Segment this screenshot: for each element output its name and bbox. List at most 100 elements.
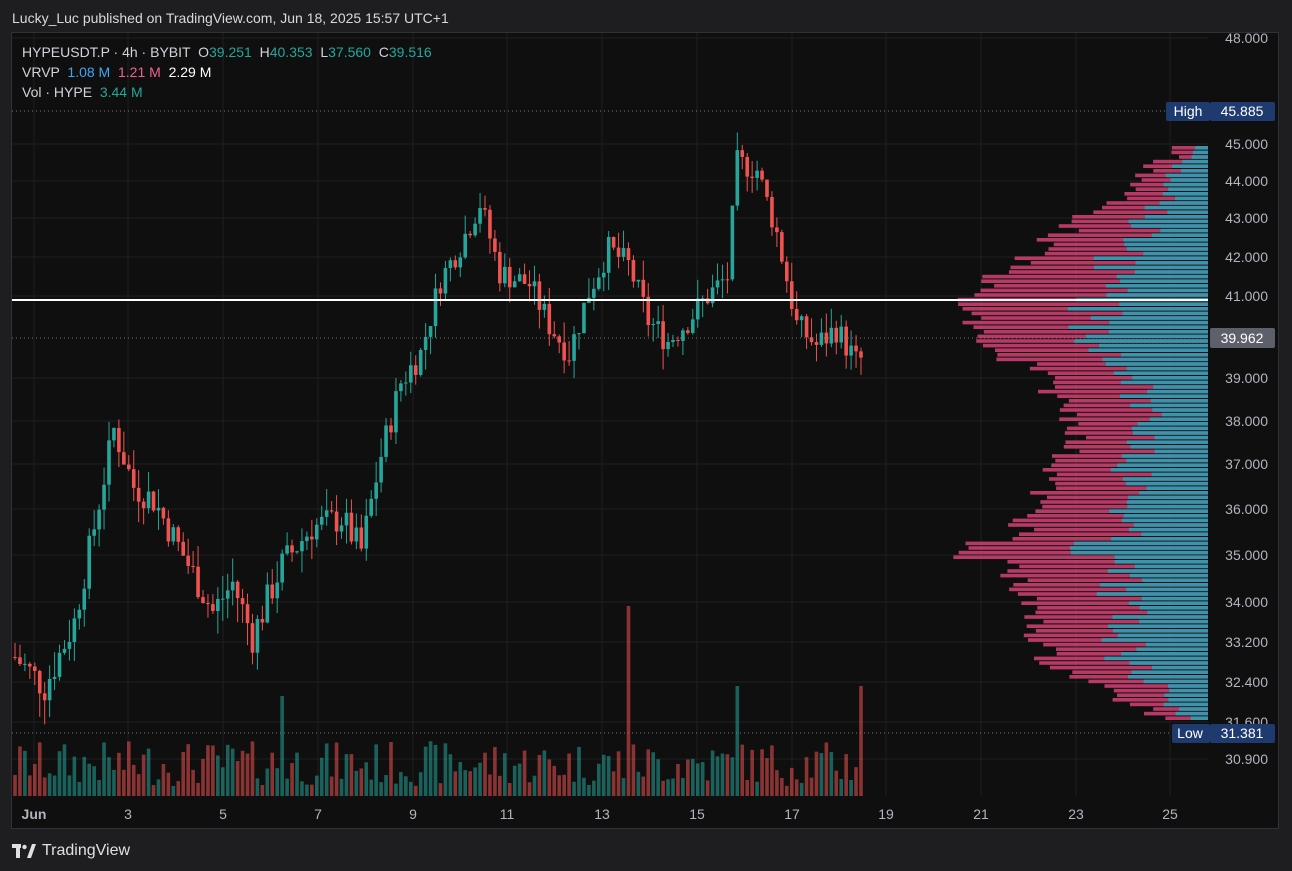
volume-bar bbox=[844, 754, 848, 796]
volume-bar bbox=[789, 767, 794, 796]
volume-bar bbox=[651, 752, 656, 796]
vp-row-up bbox=[1159, 201, 1208, 205]
volume-bar bbox=[601, 754, 606, 796]
candle-body bbox=[577, 333, 581, 335]
vp-row-up bbox=[1108, 330, 1208, 334]
candle-body bbox=[339, 525, 344, 532]
vp-row-up bbox=[1094, 265, 1208, 270]
volume-bar bbox=[166, 772, 171, 796]
candle-body bbox=[671, 339, 675, 342]
volume-bar bbox=[527, 782, 532, 796]
vp-row-up bbox=[1111, 537, 1208, 541]
volume-bar bbox=[225, 744, 230, 796]
footer-brand[interactable]: TradingView bbox=[12, 840, 130, 862]
volume-bar bbox=[537, 754, 542, 796]
volume-bar bbox=[522, 750, 527, 796]
candle-body bbox=[389, 425, 393, 433]
candle-body bbox=[557, 336, 562, 343]
price-chart[interactable]: 48.000 45.000 44.000 43.000 42.000 41.000 39.0… bbox=[12, 33, 1278, 828]
vp-row-down bbox=[1077, 412, 1208, 417]
candle-body bbox=[656, 321, 660, 324]
volume-bar bbox=[92, 766, 96, 796]
vp-row-up bbox=[1121, 454, 1208, 458]
candle-body bbox=[730, 205, 735, 280]
price-axis[interactable]: 48.000 45.000 44.000 43.000 42.000 41.000 39.0… bbox=[1225, 33, 1268, 767]
volume-bar bbox=[191, 769, 195, 796]
vol-row[interactable]: Vol · HYPE 3.44 M bbox=[22, 82, 432, 102]
candle-body bbox=[235, 581, 240, 599]
candle-body bbox=[572, 334, 576, 361]
candle-body bbox=[616, 247, 621, 257]
vol-label[interactable]: Vol · HYPE bbox=[22, 84, 93, 100]
open-label: O bbox=[198, 44, 209, 60]
volume-bar bbox=[161, 764, 166, 796]
vp-row-up bbox=[1129, 573, 1208, 578]
vp-row-up bbox=[1195, 146, 1208, 150]
candle-body bbox=[493, 238, 497, 252]
candle-body bbox=[621, 248, 626, 257]
volume-bar bbox=[656, 759, 660, 796]
price-tick: 34.000 bbox=[1225, 594, 1268, 610]
volume-bar bbox=[646, 749, 651, 796]
vp-row-down bbox=[1056, 486, 1208, 490]
candle-body bbox=[290, 545, 294, 553]
chart-legend[interactable]: HYPEUSDT.P · 4h · BYBIT O39.251 H40.353 … bbox=[22, 42, 432, 102]
volume-bar bbox=[517, 763, 522, 796]
volume-bar bbox=[745, 779, 750, 796]
vp-row-up bbox=[1126, 481, 1208, 486]
vp-row-up bbox=[1168, 698, 1208, 702]
candle-body bbox=[760, 170, 764, 180]
close-label-legend: C bbox=[378, 44, 389, 60]
volume-bar bbox=[438, 783, 443, 796]
candle-body bbox=[606, 236, 611, 273]
volume-bar bbox=[47, 773, 52, 796]
candle-body bbox=[789, 281, 794, 309]
vp-row-down bbox=[983, 330, 1208, 334]
time-axis[interactable]: Jun 3 5 7 9 11 13 15 17 19 21 23 25 bbox=[22, 806, 1178, 822]
vp-row-up bbox=[1070, 550, 1208, 555]
vrvp-label[interactable]: VRVP bbox=[22, 64, 60, 80]
symbol-label[interactable]: HYPEUSDT.P · 4h · BYBIT bbox=[22, 44, 191, 60]
candle-body bbox=[418, 349, 423, 375]
candle-body bbox=[275, 582, 280, 599]
candle-body bbox=[107, 440, 111, 485]
volume-bar bbox=[42, 777, 47, 796]
volume-bar bbox=[690, 758, 695, 796]
volume-bar bbox=[359, 768, 364, 796]
vp-row-up bbox=[1109, 320, 1208, 325]
symbol-row[interactable]: HYPEUSDT.P · 4h · BYBIT O39.251 H40.353 … bbox=[22, 42, 432, 62]
vp-row-up bbox=[1137, 422, 1208, 426]
volume-bar bbox=[661, 780, 665, 796]
volume-bar bbox=[686, 759, 690, 796]
volume-bar bbox=[37, 742, 42, 796]
candle-body bbox=[527, 283, 532, 287]
vp-row-down bbox=[982, 274, 1208, 279]
candle-body bbox=[666, 341, 670, 350]
candle-body bbox=[755, 170, 759, 178]
candle-body bbox=[720, 279, 725, 281]
volume-bar bbox=[552, 765, 557, 796]
candle-body bbox=[695, 298, 700, 320]
volume-bar bbox=[369, 779, 374, 796]
volume-bar bbox=[216, 755, 220, 796]
vp-row-up bbox=[1165, 173, 1208, 178]
vp-row-down bbox=[1047, 233, 1208, 237]
volume-bar bbox=[230, 748, 235, 796]
candle-body bbox=[750, 176, 754, 178]
vp-row-up bbox=[1151, 665, 1208, 670]
vp-row-down bbox=[997, 353, 1208, 357]
vrvp-row[interactable]: VRVP 1.08 M 1.21 M 2.29 M bbox=[22, 62, 432, 82]
volume-bar bbox=[611, 771, 616, 796]
vp-row-up bbox=[1113, 371, 1208, 375]
volume-bar bbox=[784, 785, 789, 796]
volume-bar bbox=[156, 779, 161, 796]
high-label: High bbox=[1174, 103, 1203, 119]
candle-body bbox=[443, 268, 448, 294]
candle-body bbox=[57, 652, 62, 677]
volume-bar bbox=[854, 767, 858, 796]
volume-bar bbox=[720, 753, 725, 796]
low-value-legend: 37.560 bbox=[328, 44, 371, 60]
candle-body bbox=[765, 179, 769, 197]
vp-row-down bbox=[974, 293, 1208, 297]
volume-bar bbox=[399, 772, 403, 796]
